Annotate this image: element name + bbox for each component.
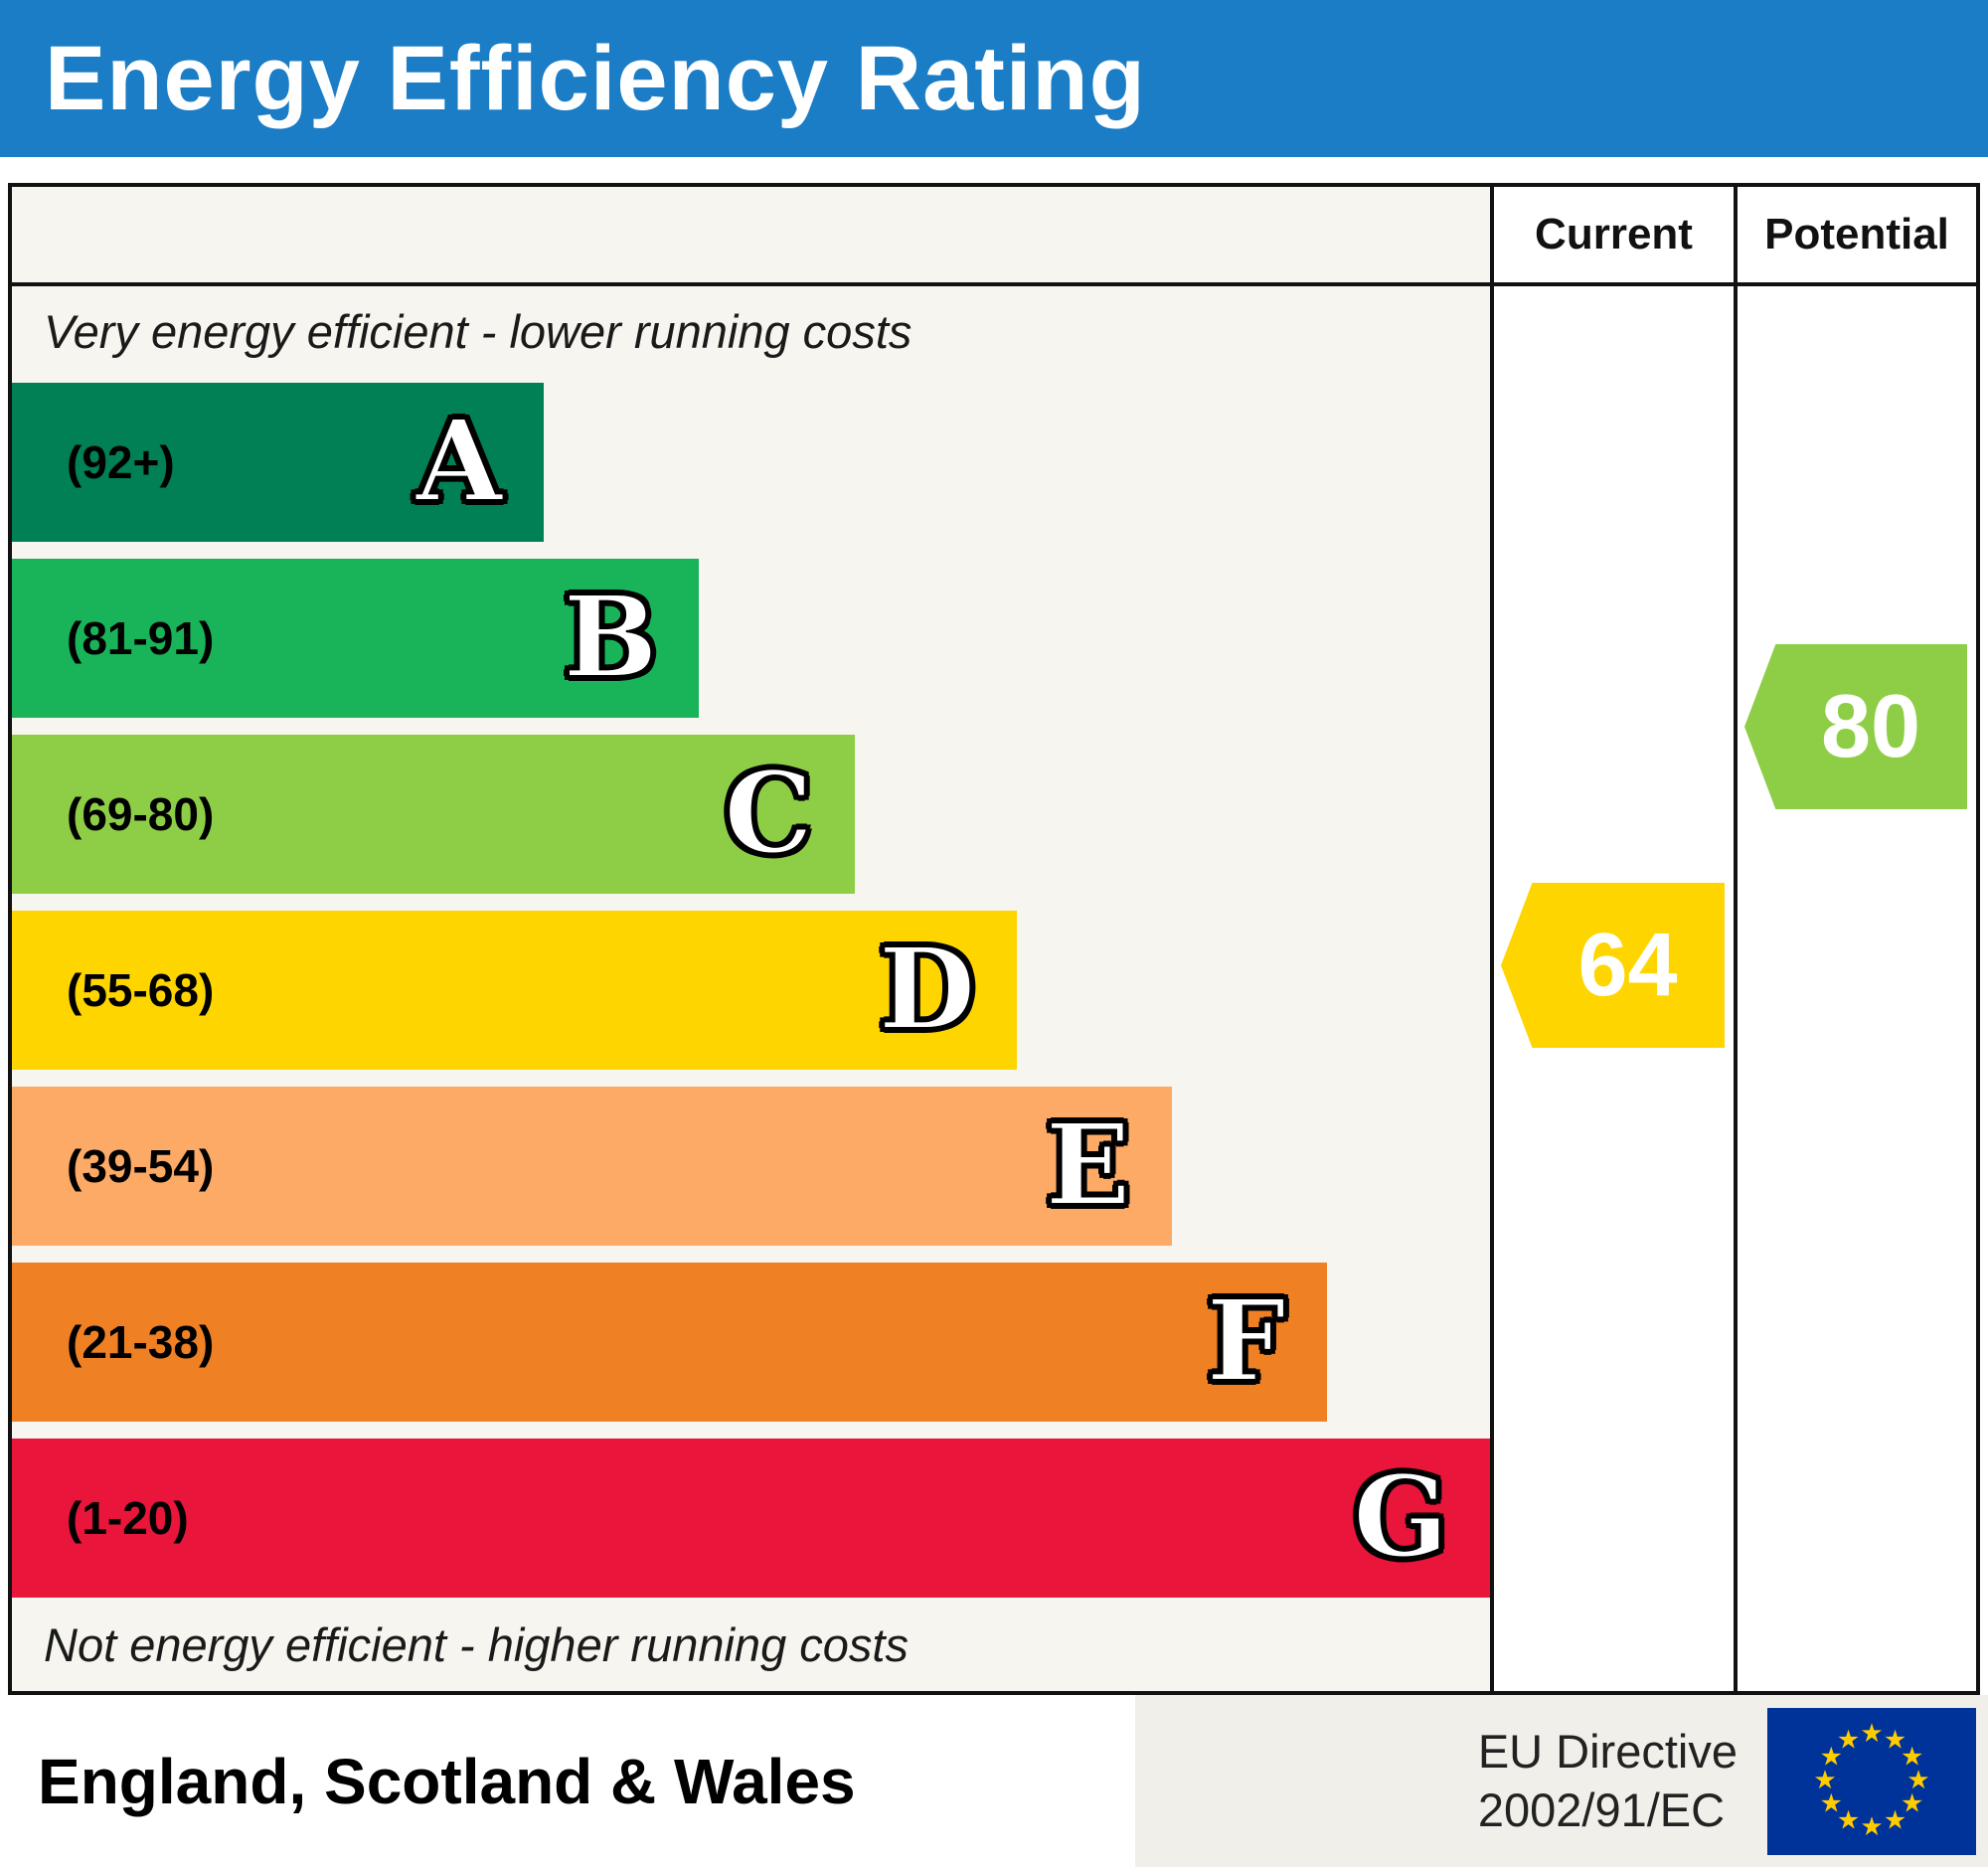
band-letter: D bbox=[878, 925, 976, 1055]
band-range-label: (55-68) bbox=[67, 964, 215, 1016]
band-row-b: (81-91) B bbox=[12, 559, 1490, 718]
svg-text:★: ★ bbox=[1860, 1812, 1883, 1842]
footer-directive-area: EU Directive 2002/91/EC ★ ★ ★ ★ ★ ★ ★ ★ … bbox=[1135, 1695, 1988, 1867]
current-rating-marker: 64 bbox=[1501, 883, 1725, 1048]
potential-rating-value: 80 bbox=[1820, 676, 1921, 776]
band-letter: C bbox=[723, 749, 813, 879]
band-range-label: (1-20) bbox=[67, 1492, 189, 1544]
band-row-e: (39-54) E bbox=[12, 1087, 1490, 1246]
potential-column-header: Potential bbox=[1738, 187, 1976, 286]
page-title: Energy Efficiency Rating bbox=[45, 27, 1146, 129]
svg-text:★: ★ bbox=[1906, 1766, 1929, 1795]
potential-column: 80 bbox=[1738, 286, 1976, 1691]
eu-directive-text: EU Directive 2002/91/EC bbox=[1478, 1723, 1738, 1840]
current-rating-value: 64 bbox=[1577, 915, 1678, 1015]
current-column: 64 bbox=[1494, 286, 1738, 1691]
band-letter: E bbox=[1045, 1101, 1131, 1231]
band-row-c: (69-80) C bbox=[12, 735, 1490, 894]
band-row-g: (1-20) G bbox=[12, 1439, 1490, 1598]
band-letter: A bbox=[414, 397, 503, 527]
footer: England, Scotland & Wales EU Directive 2… bbox=[0, 1695, 1988, 1867]
svg-text:★: ★ bbox=[1884, 1725, 1906, 1755]
bottom-note: Not energy efficient - higher running co… bbox=[44, 1618, 909, 1671]
band-bar-d: (55-68) D bbox=[12, 911, 1018, 1070]
svg-text:★: ★ bbox=[1820, 1788, 1843, 1818]
rating-table: Current Potential Very energy efficient … bbox=[8, 183, 1980, 1695]
band-list: (92+) A (81-91) B (69-80) C bbox=[12, 383, 1490, 1598]
band-row-f: (21-38) F bbox=[12, 1263, 1490, 1422]
band-bar-e: (39-54) E bbox=[12, 1087, 1173, 1246]
band-bar-c: (69-80) C bbox=[12, 735, 855, 894]
band-chart-area: Very energy efficient - lower running co… bbox=[12, 286, 1494, 1691]
svg-text:★: ★ bbox=[1837, 1805, 1860, 1835]
svg-text:★: ★ bbox=[1901, 1742, 1923, 1772]
band-letter: B bbox=[563, 573, 659, 703]
band-bar-f: (21-38) F bbox=[12, 1263, 1328, 1422]
band-range-label: (92+) bbox=[67, 436, 175, 488]
header: Energy Efficiency Rating bbox=[0, 0, 1988, 157]
top-note: Very energy efficient - lower running co… bbox=[44, 305, 912, 358]
band-row-d: (55-68) D bbox=[12, 911, 1490, 1070]
region-label: England, Scotland & Wales bbox=[38, 1745, 856, 1817]
band-row-a: (92+) A bbox=[12, 383, 1490, 542]
eu-directive-line2: 2002/91/EC bbox=[1477, 1782, 1726, 1836]
svg-text:★: ★ bbox=[1813, 1766, 1836, 1795]
svg-text:★: ★ bbox=[1884, 1805, 1906, 1835]
table-header-spacer bbox=[12, 187, 1494, 286]
band-bar-g: (1-20) G bbox=[12, 1439, 1490, 1598]
svg-text:★: ★ bbox=[1820, 1742, 1843, 1772]
band-range-label: (21-38) bbox=[67, 1316, 215, 1368]
band-bar-a: (92+) A bbox=[12, 383, 545, 542]
svg-text:★: ★ bbox=[1837, 1725, 1860, 1755]
eu-flag-icon: ★ ★ ★ ★ ★ ★ ★ ★ ★ ★ ★ ★ bbox=[1767, 1707, 1976, 1855]
band-letter: G bbox=[1352, 1452, 1449, 1583]
potential-rating-marker: 80 bbox=[1744, 644, 1967, 809]
band-range-label: (81-91) bbox=[67, 612, 215, 664]
eu-directive-line1: EU Directive bbox=[1477, 1724, 1738, 1778]
band-range-label: (69-80) bbox=[67, 788, 215, 840]
svg-text:★: ★ bbox=[1860, 1719, 1883, 1749]
band-bar-b: (81-91) B bbox=[12, 559, 700, 718]
band-letter: F bbox=[1206, 1276, 1287, 1407]
svg-text:★: ★ bbox=[1901, 1788, 1923, 1818]
band-range-label: (39-54) bbox=[67, 1140, 215, 1192]
current-column-header: Current bbox=[1494, 187, 1738, 286]
